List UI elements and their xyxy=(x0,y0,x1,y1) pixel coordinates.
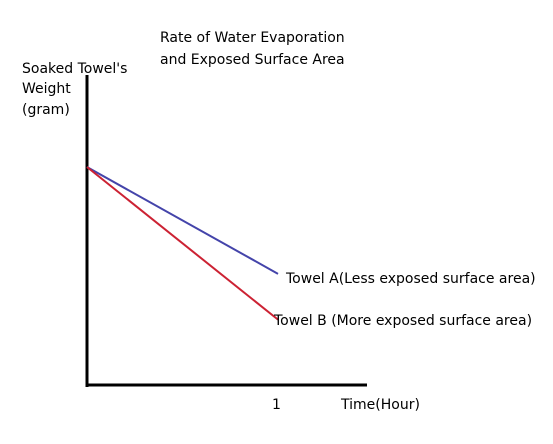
series-layer xyxy=(86,166,279,321)
x-tick-label-1: 1 xyxy=(272,397,281,413)
x-axis-label: Time(Hour) xyxy=(341,397,420,413)
series-line-towel-a xyxy=(86,166,279,275)
y-axis-label-line-3: (gram) xyxy=(22,102,70,118)
series-label-towel-a: Towel A(Less exposed surface area) xyxy=(286,271,536,287)
chart-title-line-2: and Exposed Surface Area xyxy=(160,52,345,68)
y-axis-label-line-2: Weight xyxy=(22,81,71,97)
chart-title-line-1: Rate of Water Evaporation xyxy=(160,30,345,46)
series-label-towel-b: Towel B (More exposed surface area) xyxy=(274,313,533,329)
series-line-towel-b xyxy=(86,166,279,321)
y-axis-label-line-1: Soaked Towel's xyxy=(22,61,128,77)
axes xyxy=(85,75,367,387)
